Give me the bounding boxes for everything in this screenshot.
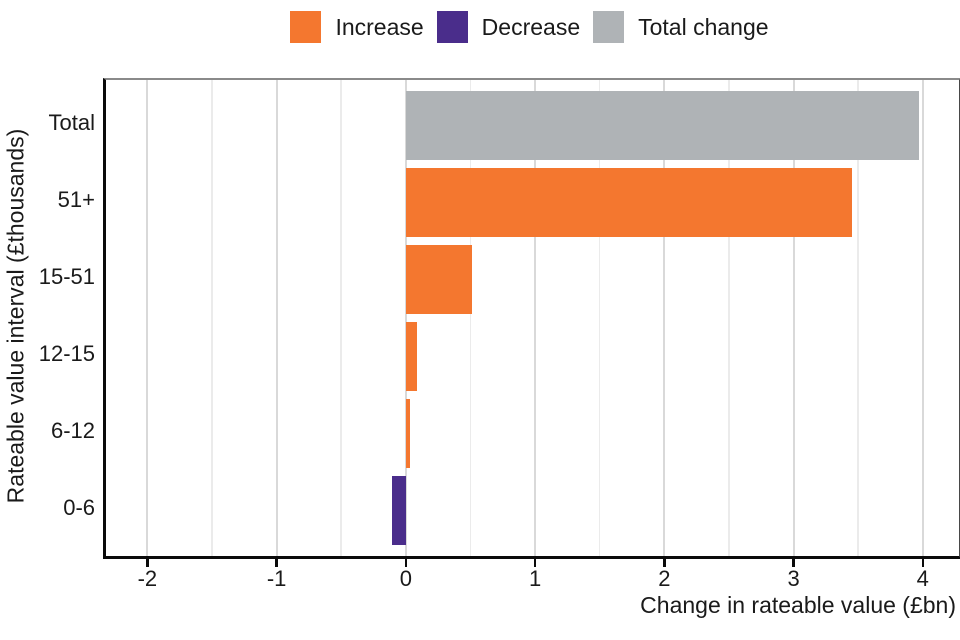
total-change-swatch-icon xyxy=(593,11,625,43)
major-gridline xyxy=(663,80,666,556)
x-tick-label: 0 xyxy=(399,566,412,591)
bar-51- xyxy=(405,167,852,237)
bar-0-6 xyxy=(391,475,406,545)
increase-swatch-icon xyxy=(290,11,322,43)
major-gridline xyxy=(921,80,924,556)
y-axis-label-6-12: 6-12 xyxy=(50,418,95,443)
major-gridline xyxy=(275,80,278,556)
legend-item-increase: Increase xyxy=(290,11,424,43)
major-gridline xyxy=(534,80,537,556)
y-axis-label-0-6: 0-6 xyxy=(63,495,95,520)
major-gridline xyxy=(146,80,149,556)
x-tick-mark xyxy=(275,557,278,567)
chart-legend: Increase Decrease Total change xyxy=(103,8,956,46)
y-axis-title: Rateable value interval (£thousands) xyxy=(2,128,29,504)
legend-label-total-change: Total change xyxy=(638,14,769,40)
bar-15-51 xyxy=(405,244,472,314)
y-axis-label-51-: 51+ xyxy=(57,187,95,212)
minor-gridline xyxy=(598,80,601,556)
legend-item-decrease: Decrease xyxy=(436,11,581,43)
x-tick-mark xyxy=(533,557,537,567)
x-tick-label: 3 xyxy=(787,566,800,591)
y-axis-label-15-51: 15-51 xyxy=(38,264,95,289)
major-gridline xyxy=(792,80,795,556)
minor-gridline xyxy=(728,80,730,556)
major-gridline xyxy=(404,80,407,556)
minor-gridline xyxy=(340,80,342,556)
plot-panel xyxy=(103,78,960,559)
bar-6-12 xyxy=(405,398,410,468)
bar-total xyxy=(405,90,919,160)
legend-label-decrease: Decrease xyxy=(481,14,581,40)
decrease-swatch-icon xyxy=(436,11,468,43)
x-tick-mark xyxy=(663,557,666,567)
minor-gridline xyxy=(211,80,213,556)
x-tick-mark xyxy=(404,557,408,567)
x-tick-label: 1 xyxy=(528,566,542,591)
x-tick-label: -1 xyxy=(266,566,287,591)
minor-gridline xyxy=(857,80,859,556)
y-axis-label-12-15: 12-15 xyxy=(38,341,95,366)
legend-label-increase: Increase xyxy=(335,14,424,40)
bar-12-15 xyxy=(405,321,418,391)
x-tick-mark xyxy=(921,557,925,567)
minor-gridline xyxy=(469,80,472,556)
x-tick-label: 2 xyxy=(658,566,671,591)
legend-item-total-change: Total change xyxy=(593,11,769,43)
x-tick-mark xyxy=(146,557,149,567)
x-tick-mark xyxy=(792,557,795,567)
y-axis-label-total: Total xyxy=(48,110,95,135)
x-tick-label: 4 xyxy=(916,566,929,591)
x-tick-label: -2 xyxy=(137,566,158,591)
x-axis-title: Change in rateable value (£bn) xyxy=(640,592,956,618)
